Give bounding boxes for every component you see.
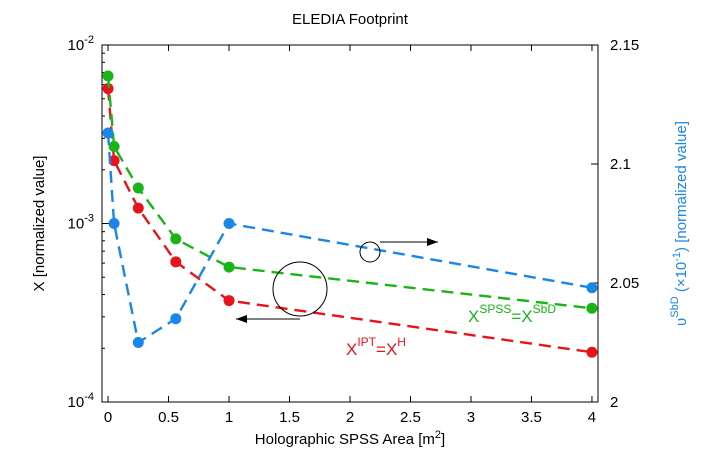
y2-tick-label: 2.1 <box>610 156 631 173</box>
x-tick-label: 4 <box>588 409 596 426</box>
x-tick-label: 3.5 <box>521 409 542 426</box>
ticks: 0 0.5 1 1.5 2 2.5 3 3.5 410-410-310-222.052.12.1… <box>31 34 690 448</box>
data-point-blue <box>102 127 114 139</box>
red-label-x: X <box>346 340 357 359</box>
data-point-blue <box>586 282 598 294</box>
y2-axis-label-prefix: υ <box>673 318 690 326</box>
y2-axis-label: υSbD (×10-1) [normalized value] <box>669 121 690 326</box>
data-point-red <box>170 256 182 268</box>
data-point-red <box>223 295 235 307</box>
data-point-blue <box>108 218 120 229</box>
x-axis-label-end: ] <box>441 431 445 448</box>
data-point-green <box>170 233 182 245</box>
data-point-green <box>223 261 235 273</box>
left-axis-arrowhead <box>236 315 247 323</box>
y-tick-base: 10 <box>68 216 85 233</box>
data-point-red <box>132 202 144 214</box>
red-label-x2: X <box>386 340 397 359</box>
y2-axis-label-sup: SbD <box>669 296 681 317</box>
x-axis-label-sup: 2 <box>435 429 441 441</box>
y2-tick-label: 2.15 <box>610 37 639 54</box>
y-tick-label: 10-4 <box>68 391 94 411</box>
y2-axis-label-exp: -1 <box>671 252 683 262</box>
red-label-sup2: H <box>397 335 406 349</box>
y2-axis-label-end: ) [normalized value] <box>673 121 690 252</box>
right-axis-arrowhead <box>427 238 438 246</box>
data-point-blue <box>223 218 235 229</box>
x-tick-label: 1.5 <box>279 409 300 426</box>
red-label-eq: = <box>376 340 386 359</box>
y2-tick-label: 2 <box>610 394 618 411</box>
data-point-green <box>132 182 144 194</box>
green-label-x: X <box>468 307 479 326</box>
y-tick-label: 10-3 <box>68 213 94 233</box>
red-label-sup1: IPT <box>357 335 376 349</box>
y-axis-label: X [normalized value] <box>31 156 48 292</box>
x-tick-label: 2 <box>346 409 354 426</box>
data-point-red <box>586 346 598 358</box>
green-label-sup1: SPSS <box>479 302 511 316</box>
left-axis-circle-marker <box>272 261 328 317</box>
green-label-sup2: SbD <box>533 302 557 316</box>
x-tick-label: 0 <box>104 409 112 426</box>
green-series-label: XSPSS=XSbD <box>468 302 556 326</box>
right-axis-circle-marker <box>359 241 381 263</box>
y-tick-exp: -2 <box>84 34 94 46</box>
series-line-blue <box>106 132 593 345</box>
y-tick-exp: -3 <box>84 213 94 225</box>
y-tick-label: 10-2 <box>68 34 94 54</box>
green-label-x2: X <box>521 307 532 326</box>
data-point-green <box>102 70 114 82</box>
data-point-red <box>102 83 114 95</box>
x-tick-label: 0.5 <box>158 409 179 426</box>
data-point-blue <box>170 313 182 325</box>
x-tick-label: 3 <box>467 409 475 426</box>
data-point-green <box>586 302 598 314</box>
y-tick-base: 10 <box>68 394 85 411</box>
y-tick-base: 10 <box>68 37 85 54</box>
x-axis-label: Holographic SPSS Area [m2] <box>255 429 445 448</box>
green-label-eq: = <box>511 307 521 326</box>
y-tick-exp: -4 <box>84 391 94 403</box>
data-point-red <box>108 155 120 167</box>
series-line-green <box>106 75 593 310</box>
y2-axis-label-mid: (×10 <box>673 262 690 297</box>
red-series-label: XIPT=XH <box>346 335 406 359</box>
chart-title: ELEDIA Footprint <box>292 11 409 28</box>
data-point-green <box>108 141 120 153</box>
series-layer <box>102 70 598 358</box>
x-tick-label: 1 <box>225 409 233 426</box>
data-point-blue <box>132 337 144 348</box>
x-tick-label: 2.5 <box>400 409 421 426</box>
x-axis-label-text: Holographic SPSS Area [m <box>255 431 435 448</box>
y2-tick-label: 2.05 <box>610 275 639 292</box>
